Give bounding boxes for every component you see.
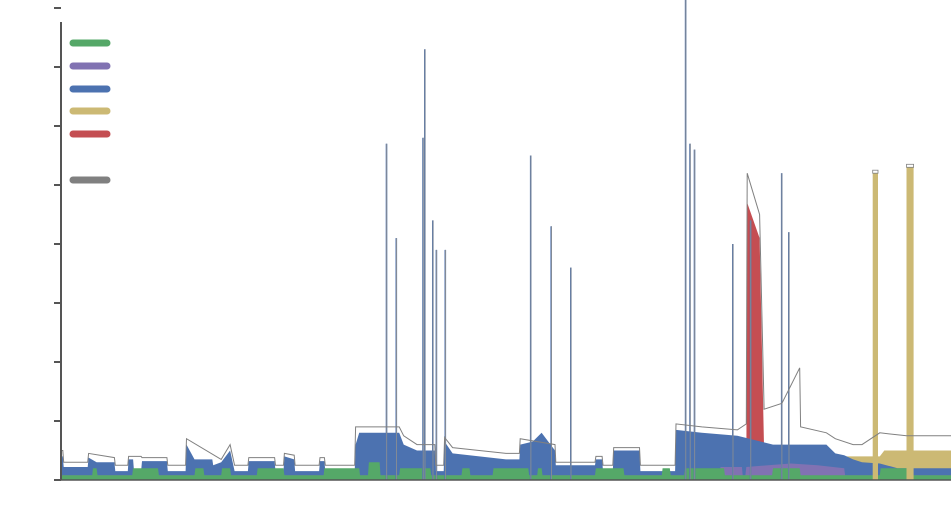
- yellow-bar-cap-0: [872, 169, 879, 174]
- series-total-line: [61, 173, 951, 466]
- yellow-bar-0: [872, 173, 878, 480]
- series-area-4: [61, 202, 951, 480]
- yellow-bar-cap-1: [906, 163, 914, 168]
- series-area-0: [61, 462, 951, 480]
- yellow-bar-1: [906, 167, 914, 481]
- plot-area: [61, 0, 951, 481]
- y-axis: [54, 7, 951, 481]
- legend: [69, 39, 111, 184]
